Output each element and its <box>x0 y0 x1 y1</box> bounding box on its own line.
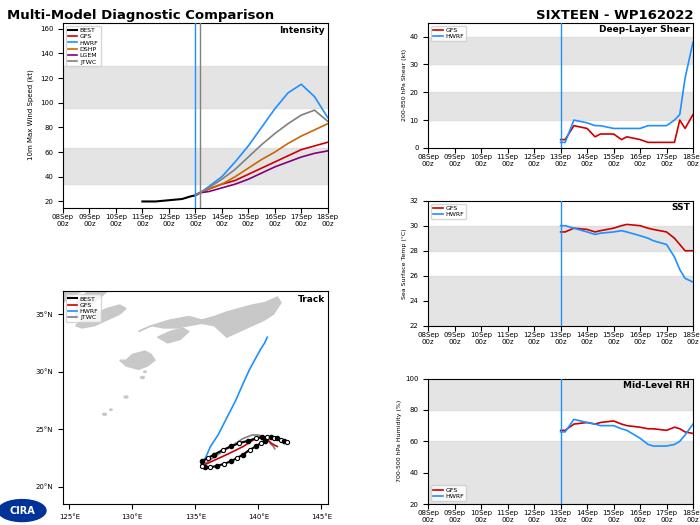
Ellipse shape <box>103 413 106 415</box>
Legend: GFS, HWRF: GFS, HWRF <box>431 26 466 41</box>
Bar <box>428 37 693 65</box>
Y-axis label: 200-850 hPa Shear (kt): 200-850 hPa Shear (kt) <box>402 49 407 121</box>
Bar <box>63 66 328 108</box>
Polygon shape <box>120 351 155 370</box>
Y-axis label: 700-500 hPa Humidity (%): 700-500 hPa Humidity (%) <box>398 400 402 482</box>
Text: CIRA: CIRA <box>9 506 35 516</box>
Polygon shape <box>158 328 189 343</box>
Bar <box>428 92 693 120</box>
Y-axis label: 10m Max Wind Speed (kt): 10m Max Wind Speed (kt) <box>28 70 34 161</box>
Ellipse shape <box>144 371 146 372</box>
Ellipse shape <box>124 396 128 398</box>
Polygon shape <box>63 291 82 303</box>
Legend: GFS, HWRF: GFS, HWRF <box>431 486 466 501</box>
Ellipse shape <box>110 409 112 411</box>
Polygon shape <box>76 305 126 328</box>
Circle shape <box>0 500 46 521</box>
Legend: GFS, HWRF: GFS, HWRF <box>431 204 466 219</box>
Text: Track: Track <box>298 296 325 304</box>
Text: SST: SST <box>671 203 690 212</box>
Bar <box>428 226 693 251</box>
Y-axis label: Sea Surface Temp (°C): Sea Surface Temp (°C) <box>402 228 407 299</box>
Legend: BEST, GFS, HWRF, JTWC: BEST, GFS, HWRF, JTWC <box>66 295 101 322</box>
Bar <box>428 276 693 326</box>
Bar <box>428 442 693 504</box>
Text: SIXTEEN - WP162022: SIXTEEN - WP162022 <box>536 9 693 23</box>
Polygon shape <box>76 262 139 320</box>
Text: Mid-Level RH: Mid-Level RH <box>624 381 690 390</box>
Ellipse shape <box>141 376 144 379</box>
Legend: BEST, GFS, HWRF, DSHP, LGEM, JTWC: BEST, GFS, HWRF, DSHP, LGEM, JTWC <box>66 26 101 66</box>
Polygon shape <box>139 297 281 337</box>
Bar <box>428 379 693 410</box>
Text: Intensity: Intensity <box>279 26 325 35</box>
Text: Deep-Layer Shear: Deep-Layer Shear <box>599 25 690 34</box>
Text: Multi-Model Diagnostic Comparison: Multi-Model Diagnostic Comparison <box>7 9 274 23</box>
Bar <box>63 149 328 184</box>
